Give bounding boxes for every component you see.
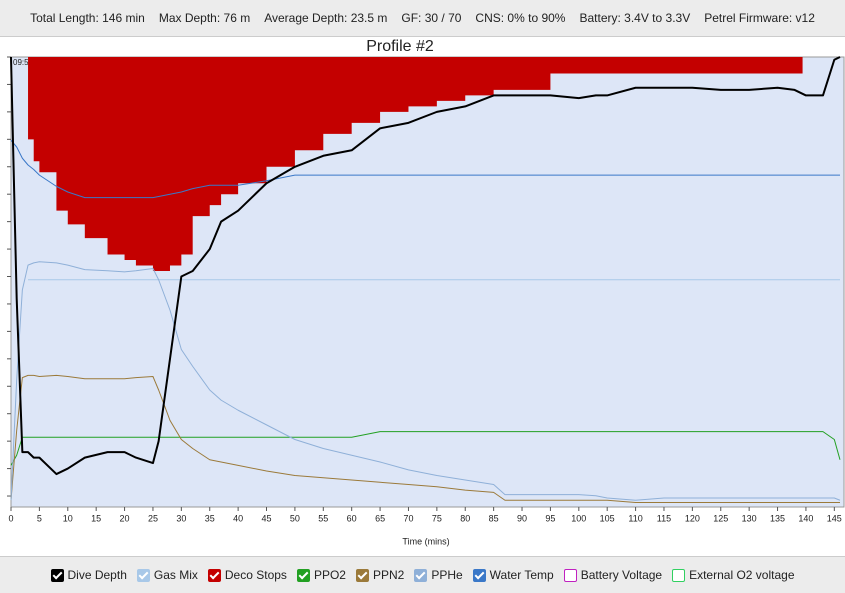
x-tick-label: 140 (798, 513, 813, 523)
series-line (10, 431, 841, 466)
x-tick-label: 90 (517, 513, 527, 523)
legend-item: Gas Mix (136, 568, 198, 582)
summary-item: Total Length: 146 min (30, 11, 145, 25)
legend-label: External O2 voltage (689, 568, 795, 582)
x-tick-label: 85 (489, 513, 499, 523)
legend-label: Deco Stops (224, 568, 287, 582)
legend-item: PPO2 (296, 568, 346, 582)
x-tick-label: 80 (460, 513, 470, 523)
x-tick-label: 50 (290, 513, 300, 523)
legend-label: Gas Mix (153, 568, 198, 582)
legend-label: Dive Depth (67, 568, 127, 582)
legend-checkbox[interactable] (296, 568, 310, 582)
legend: Dive Depth Gas Mix Deco Stops PPO2 PPN2 PPHe W… (0, 556, 845, 593)
x-tick-label: 105 (600, 513, 615, 523)
legend-checkbox[interactable] (136, 568, 150, 582)
summary-bar: Total Length: 146 min Max Depth: 76 m Aver… (0, 0, 845, 37)
x-tick-label: 95 (545, 513, 555, 523)
chart-title: Profile #2 (366, 38, 434, 55)
summary-item: CNS: 0% to 90% (475, 11, 566, 25)
legend-checkbox[interactable] (672, 568, 686, 582)
start-time: 09:50 (13, 58, 34, 67)
legend-label: PPN2 (372, 568, 405, 582)
summary-item: Max Depth: 76 m (158, 11, 251, 25)
summary-item: Petrel Firmware: v12 (704, 11, 815, 25)
x-tick-label: 110 (628, 513, 642, 523)
x-tick-label: 70 (403, 513, 413, 523)
x-tick-label: 10 (63, 513, 73, 523)
x-axis-title: Time (mins) (402, 536, 449, 546)
legend-label: Battery Voltage (580, 568, 663, 582)
x-tick-label: 120 (685, 513, 700, 523)
x-tick-label: 75 (432, 513, 442, 523)
legend-item: External O2 voltage (672, 568, 795, 582)
x-tick-label: 45 (262, 513, 272, 523)
x-tick-label: 40 (233, 513, 243, 523)
x-tick-label: 115 (657, 513, 671, 523)
x-tick-label: 35 (205, 513, 215, 523)
summary-item: Battery: 3.4V to 3.3V (579, 11, 691, 25)
chart: Profile #2 Time (mins) 09:50 0 5 10 15 20 25 30… (0, 37, 845, 555)
x-tick-label: 125 (713, 513, 728, 523)
summary-item: Average Depth: 23.5 m (264, 11, 388, 25)
series-line (10, 139, 840, 199)
x-tick-label: 5 (37, 513, 42, 523)
legend-item: Battery Voltage (563, 568, 663, 582)
series-line (10, 56, 841, 476)
legend-checkbox[interactable] (563, 568, 577, 582)
legend-label: PPO2 (313, 568, 346, 582)
x-tick-label: 55 (318, 513, 328, 523)
x-tick-label: 60 (347, 513, 357, 523)
series-line (10, 261, 841, 501)
legend-item: Deco Stops (207, 568, 287, 582)
legend-checkbox[interactable] (207, 568, 221, 582)
legend-item: PPHe (414, 568, 463, 582)
summary-item: GF: 30 / 70 (401, 11, 462, 25)
x-tick-label: 20 (120, 513, 130, 523)
legend-item: PPN2 (355, 568, 405, 582)
legend-checkbox[interactable] (50, 568, 64, 582)
legend-label: PPHe (431, 568, 463, 582)
legend-item: Water Temp (472, 568, 554, 582)
x-tick-label: 65 (375, 513, 385, 523)
legend-checkbox[interactable] (355, 568, 369, 582)
x-tick-label: 0 (8, 513, 13, 523)
series-line (10, 374, 840, 503)
x-tick-label: 145 (827, 513, 842, 523)
x-tick-label: 15 (91, 513, 101, 523)
legend-label: Water Temp (489, 568, 554, 582)
x-tick-label: 100 (571, 513, 586, 523)
x-tick-label: 130 (742, 513, 757, 523)
x-tick-label: 25 (148, 513, 158, 523)
x-tick-label: 135 (770, 513, 785, 523)
x-tick-label: 30 (176, 513, 186, 523)
legend-checkbox[interactable] (472, 568, 486, 582)
deco-ceiling (28, 57, 803, 272)
legend-checkbox[interactable] (414, 568, 428, 582)
legend-item: Dive Depth (50, 568, 127, 582)
